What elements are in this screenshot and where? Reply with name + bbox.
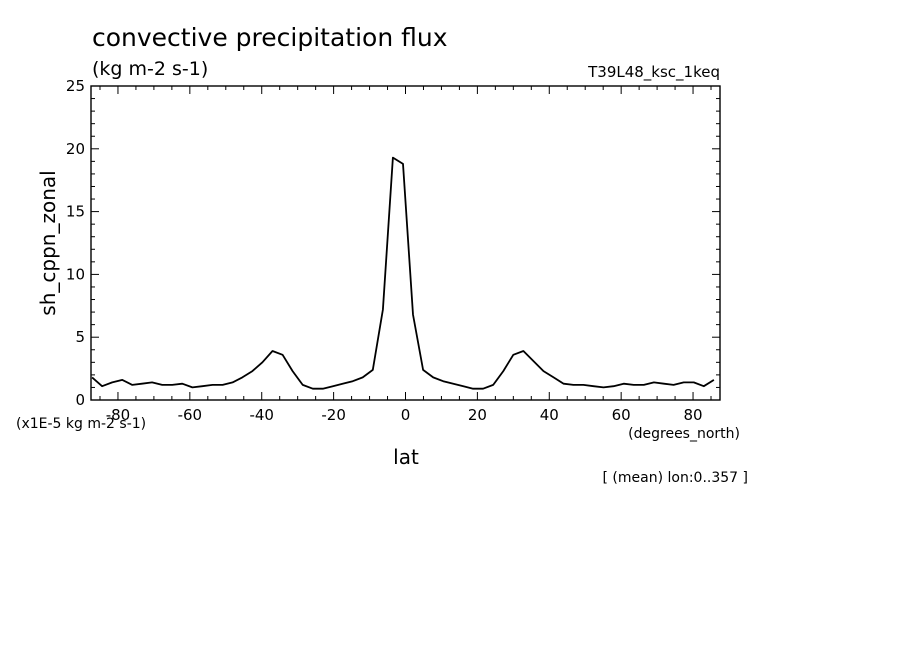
x-tick-label: 20 [468, 406, 487, 424]
y-tick-label: 25 [66, 77, 85, 95]
y-tick-label: 15 [66, 203, 85, 221]
y-axis-label: sh_cppn_zonal [36, 170, 60, 315]
y-tick-label: 0 [75, 391, 85, 409]
x-tick-label: -60 [178, 406, 203, 424]
x-tick-label: 40 [540, 406, 559, 424]
x-tick-label: -40 [249, 406, 274, 424]
x-tick-label: -80 [106, 406, 131, 424]
x-axis-label: lat [393, 445, 419, 469]
series-line [91, 156, 715, 390]
footnote: [ (mean) lon:0..357 ] [603, 470, 748, 486]
chart-title: convective precipitation flux [92, 23, 448, 52]
plot-frame [90, 85, 721, 401]
y-scale-note: (x1E-5 kg m-2 s-1) [16, 416, 146, 432]
y-tick-label: 5 [75, 328, 85, 346]
x-tick-label: 80 [683, 406, 702, 424]
run-label: T39L48_ksc_1keq [587, 63, 720, 82]
x-units-label: (degrees_north) [628, 426, 740, 442]
x-tick-label: 60 [612, 406, 631, 424]
x-tick-label: 0 [401, 406, 411, 424]
y-tick-label: 10 [66, 265, 85, 283]
y-tick-label: 20 [66, 140, 85, 158]
chart-subtitle: (kg m-2 s-1) [92, 58, 208, 80]
x-tick-label: -20 [321, 406, 346, 424]
